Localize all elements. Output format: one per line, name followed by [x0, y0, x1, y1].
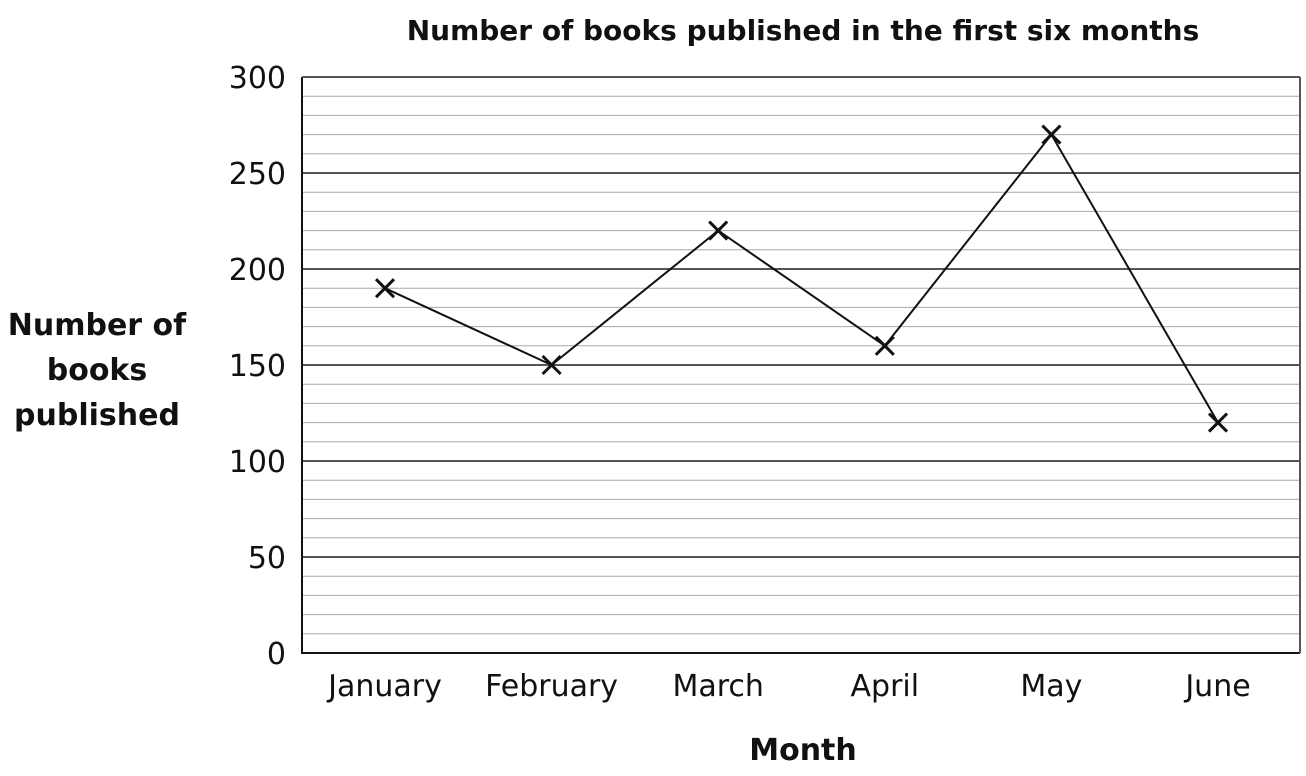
x-tick-label: February — [485, 669, 618, 704]
data-point-marker — [1207, 412, 1229, 433]
axes — [301, 76, 1301, 654]
y-axis-title: Number of books published — [8, 308, 187, 433]
series-polyline — [384, 132, 1219, 424]
y-tick-label: 300 — [229, 61, 286, 96]
marker-stroke — [374, 278, 396, 299]
y-tick-label: 0 — [267, 637, 286, 672]
x-tick-label: March — [672, 669, 763, 704]
y-tick-label: 50 — [248, 541, 286, 576]
marker-stroke — [1041, 124, 1062, 145]
y-tick-label: 200 — [229, 253, 286, 288]
marker-stroke — [1207, 412, 1229, 433]
y-tick-label: 100 — [229, 445, 286, 480]
x-axis-title: Month — [749, 733, 857, 768]
chart-title: Number of books published in the first s… — [407, 14, 1200, 47]
data-point-marker — [874, 335, 895, 356]
data-markers — [374, 124, 1229, 433]
marker-stroke — [874, 335, 895, 356]
marker-stroke — [708, 220, 729, 241]
data-point-marker — [1041, 124, 1062, 145]
data-point-marker — [374, 278, 396, 299]
y-axis-title-line-3: published — [14, 398, 180, 433]
y-tick-label: 250 — [229, 157, 286, 192]
x-tick-label: May — [1020, 669, 1082, 704]
major-gridlines — [302, 76, 1300, 558]
minor-gridlines — [302, 95, 1300, 635]
x-tick-label: April — [851, 669, 920, 704]
series-line — [384, 132, 1219, 424]
x-tick-label: January — [326, 669, 442, 704]
marker-stroke — [541, 354, 562, 376]
data-point-marker — [541, 354, 562, 376]
x-tick-labels: January February March April May June — [326, 669, 1251, 704]
data-point-marker — [708, 220, 729, 241]
y-axis-title-line-2: books — [47, 353, 148, 388]
y-tick-labels: 0 50 100 150 200 250 300 — [229, 61, 286, 672]
x-tick-label: June — [1183, 669, 1250, 704]
y-tick-label: 150 — [229, 349, 286, 384]
y-axis-title-line-1: Number of — [8, 308, 187, 343]
